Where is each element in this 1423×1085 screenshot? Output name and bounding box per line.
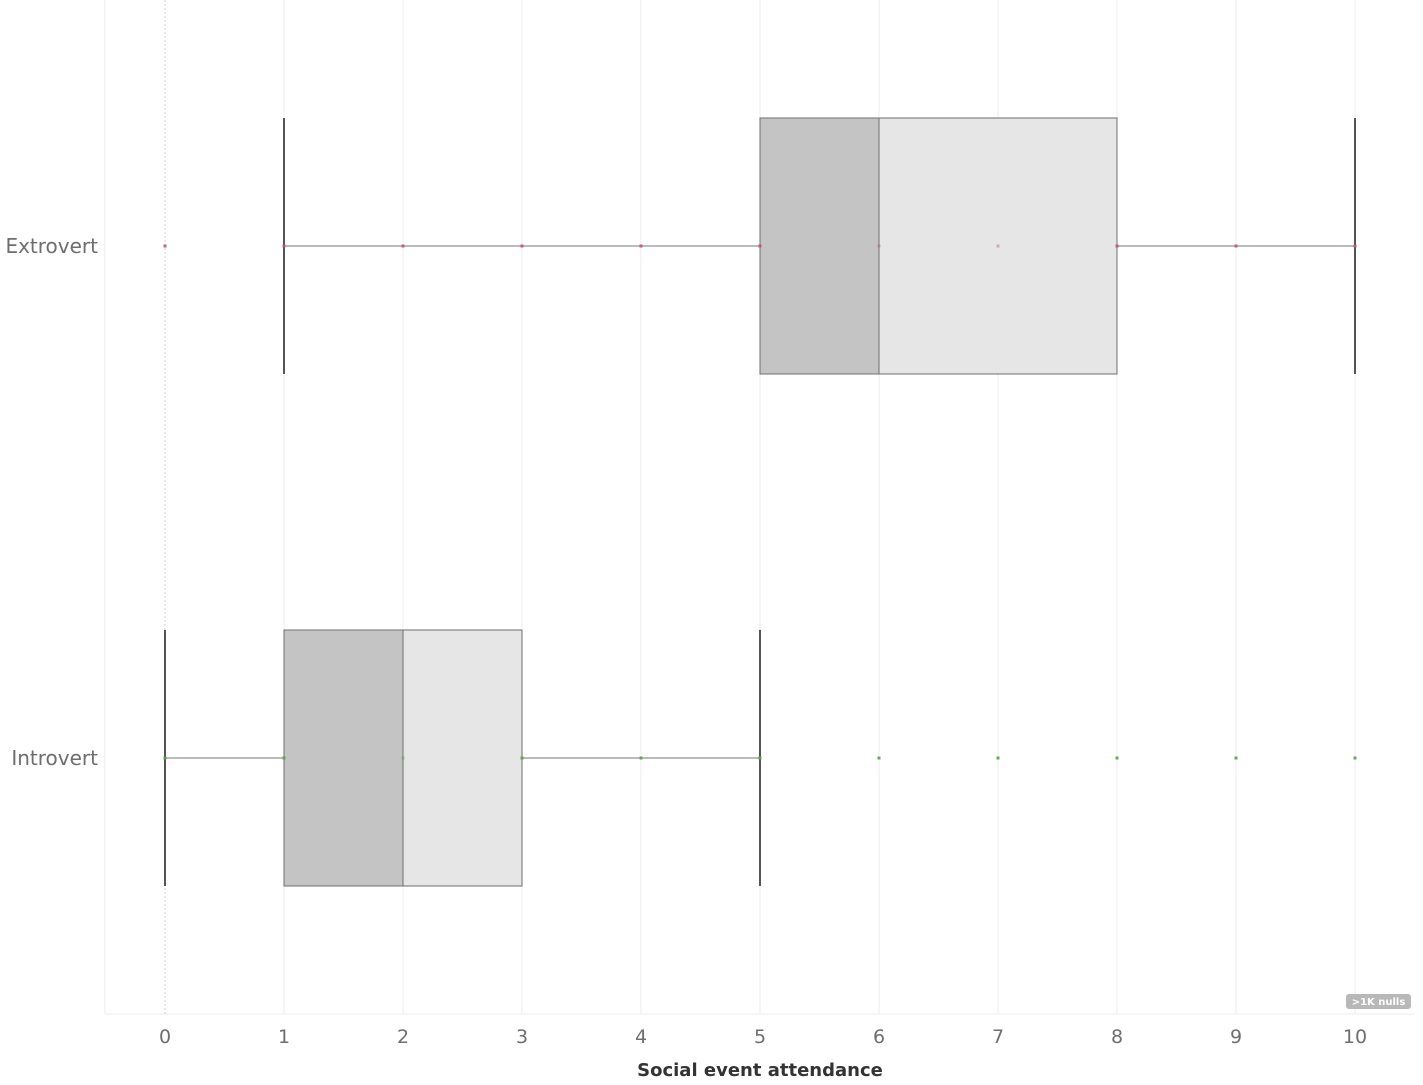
x-tick-label-7: 7: [992, 1026, 1004, 1048]
x-tick-label-4: 4: [635, 1026, 647, 1048]
introvert-point-4[interactable]: [639, 756, 643, 760]
introvert-point-6[interactable]: [877, 756, 881, 760]
x-tick-label-10: 10: [1343, 1026, 1367, 1048]
points-layer: [163, 244, 1357, 760]
nulls-badge[interactable]: [1346, 994, 1411, 1009]
x-tick-label-9: 9: [1230, 1026, 1242, 1048]
extrovert-box-lower[interactable]: [759, 117, 880, 375]
introvert-point-8[interactable]: [1115, 756, 1119, 760]
x-tick-label-6: 6: [873, 1026, 885, 1048]
introvert-point-0[interactable]: [163, 756, 167, 760]
introvert-point-2[interactable]: [401, 756, 405, 760]
extrovert-point-4[interactable]: [639, 244, 643, 248]
x-tick-label-2: 2: [397, 1026, 409, 1048]
introvert-point-3[interactable]: [520, 756, 524, 760]
nulls-indicator[interactable]: >1K nulls: [1346, 994, 1411, 1009]
nulls-badge-label[interactable]: >1K nulls: [1352, 997, 1406, 1008]
category-labels: Extrovert Introvert: [5, 234, 98, 770]
category-label-introvert: Introvert: [11, 746, 98, 770]
introvert-point-10[interactable]: [1353, 756, 1357, 760]
extrovert-point-0[interactable]: [163, 244, 167, 248]
extrovert-point-10[interactable]: [1353, 244, 1357, 248]
x-tick-label-1: 1: [278, 1026, 290, 1048]
extrovert-point-9[interactable]: [1234, 244, 1238, 248]
introvert-point-5[interactable]: [758, 756, 762, 760]
extrovert-point-7[interactable]: [996, 244, 1000, 248]
introvert-point-9[interactable]: [1234, 756, 1238, 760]
x-axis-title: Social event attendance: [637, 1060, 883, 1081]
extrovert-point-8[interactable]: [1115, 244, 1119, 248]
x-tick-label-8: 8: [1111, 1026, 1123, 1048]
introvert-point-7[interactable]: [996, 756, 1000, 760]
extrovert-point-1[interactable]: [282, 244, 286, 248]
extrovert-point-2[interactable]: [401, 244, 405, 248]
x-axis: 0 1 2 3 4 5 6 7 8 9 10: [159, 1026, 1367, 1048]
x-tick-label-5: 5: [754, 1026, 766, 1048]
x-tick-label-0: 0: [159, 1026, 171, 1048]
extrovert-point-6[interactable]: [877, 244, 881, 248]
introvert-point-1[interactable]: [282, 756, 286, 760]
x-tick-label-3: 3: [516, 1026, 528, 1048]
extrovert-box-upper[interactable]: [878, 117, 1118, 375]
extrovert-point-5[interactable]: [758, 244, 762, 248]
category-label-extrovert: Extrovert: [5, 234, 98, 258]
extrovert-point-3[interactable]: [520, 244, 524, 248]
introvert-box-upper[interactable]: [402, 629, 523, 887]
